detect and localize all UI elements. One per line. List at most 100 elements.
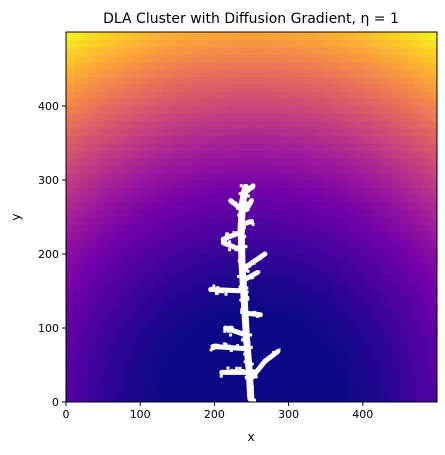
heatmap-cell [251, 106, 260, 114]
heatmap-cell [399, 305, 408, 314]
heatmap-cell [385, 217, 394, 225]
heatmap-cell [80, 298, 89, 307]
heatmap-cell [399, 135, 408, 144]
heatmap-cell [347, 342, 356, 351]
heatmap-cell [132, 143, 141, 151]
heatmap-cell [73, 291, 82, 299]
heatmap-cell [318, 61, 327, 70]
cluster-particle [233, 345, 237, 349]
heatmap-cell [399, 217, 408, 225]
heatmap-cell [169, 69, 178, 77]
heatmap-cell [66, 98, 75, 107]
heatmap-cell [66, 283, 75, 292]
heatmap-cell [155, 157, 164, 166]
heatmap-cell [288, 394, 297, 402]
heatmap-cell [88, 224, 97, 233]
heatmap-cell [199, 320, 208, 329]
heatmap-cell [236, 143, 245, 151]
cluster-particle [244, 337, 248, 341]
heatmap-cell [80, 46, 89, 55]
heatmap-cell [296, 268, 305, 277]
heatmap-cell [177, 291, 186, 299]
heatmap-cell [318, 135, 327, 144]
heatmap-cell [66, 83, 75, 92]
heatmap-cell [125, 194, 134, 203]
heatmap-cell [258, 165, 267, 174]
heatmap-cell [221, 113, 230, 122]
heatmap-cell [177, 202, 186, 211]
heatmap-cell [325, 246, 334, 255]
heatmap-cell [206, 91, 215, 100]
heatmap-cell [258, 313, 267, 322]
heatmap-cell [236, 54, 245, 63]
heatmap-cell [162, 320, 171, 329]
heatmap-cell [184, 135, 193, 144]
heatmap-cell [370, 217, 379, 225]
heatmap-cell [340, 291, 349, 299]
heatmap-cell [370, 261, 379, 270]
x-tick-label: 0 [63, 408, 70, 421]
heatmap-cell [288, 61, 297, 70]
heatmap-cell [325, 328, 334, 336]
heatmap-cell [199, 202, 208, 211]
heatmap-cell [132, 202, 141, 211]
heatmap-cell [199, 350, 208, 359]
heatmap-cell [340, 194, 349, 203]
heatmap-cell [80, 61, 89, 70]
heatmap-cell [88, 120, 97, 129]
heatmap-cell [125, 342, 134, 351]
heatmap-cell [88, 261, 97, 270]
heatmap-cell [385, 276, 394, 285]
heatmap-cell [206, 320, 215, 329]
heatmap-cell [184, 298, 193, 307]
heatmap-cell [296, 157, 305, 166]
heatmap-cell [184, 305, 193, 314]
heatmap-cell [229, 291, 238, 299]
cluster-particle [215, 292, 218, 295]
heatmap-cell [370, 98, 379, 107]
heatmap-cell [429, 120, 437, 129]
heatmap-cell [296, 379, 305, 388]
heatmap-cell [221, 283, 230, 292]
heatmap-cell [88, 372, 97, 381]
heatmap-cell [206, 357, 215, 366]
heatmap-cell [236, 32, 245, 40]
heatmap-cell [221, 365, 230, 373]
heatmap-cell [162, 231, 171, 240]
heatmap-cell [385, 61, 394, 70]
heatmap-cell [88, 172, 97, 181]
heatmap-cell [199, 335, 208, 344]
heatmap-cell [73, 187, 82, 196]
heatmap-cell [273, 120, 282, 129]
heatmap-cell [325, 276, 334, 285]
heatmap-cell [125, 76, 134, 85]
heatmap-cell [318, 268, 327, 277]
heatmap-cell [95, 394, 104, 402]
heatmap-cell [103, 187, 112, 196]
heatmap-cell [73, 268, 82, 277]
heatmap-cell [296, 150, 305, 159]
heatmap-cell [288, 172, 297, 181]
heatmap-cell [177, 379, 186, 388]
heatmap-cell [147, 305, 156, 314]
heatmap-cell [80, 209, 89, 218]
heatmap-cell [333, 91, 342, 100]
heatmap-cell [347, 276, 356, 285]
heatmap-cell [110, 231, 119, 240]
heatmap-cell [273, 305, 282, 314]
heatmap-cell [325, 91, 334, 100]
heatmap-cell [140, 261, 149, 270]
heatmap-cell [110, 83, 119, 92]
heatmap-cell [370, 39, 379, 48]
heatmap-cell [169, 231, 178, 240]
heatmap-cell [140, 150, 149, 159]
heatmap-cell [392, 46, 401, 55]
heatmap-cell [266, 217, 275, 225]
heatmap-cell [221, 83, 230, 92]
heatmap-cell [251, 313, 260, 322]
heatmap-cell [370, 150, 379, 159]
heatmap-cell [80, 83, 89, 92]
heatmap-cell [244, 76, 253, 85]
heatmap-cell [303, 135, 312, 144]
heatmap-cell [266, 328, 275, 336]
